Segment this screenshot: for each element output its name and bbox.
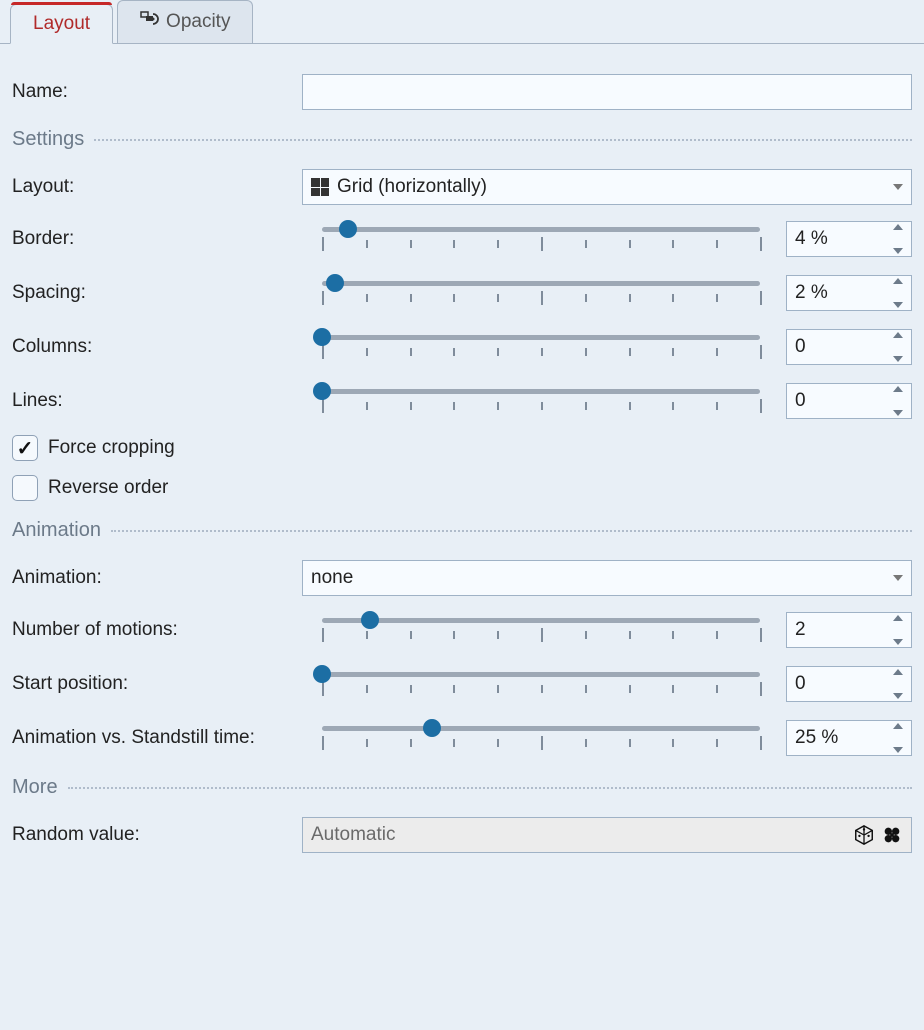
spin-up-icon[interactable] [893, 332, 903, 338]
spin-down-icon[interactable] [893, 248, 903, 254]
chevron-down-icon [893, 184, 903, 190]
tab-layout-label: Layout [33, 13, 90, 35]
lines-slider[interactable] [312, 381, 770, 421]
reverse-order-checkbox[interactable] [12, 475, 38, 501]
lines-value: 0 [795, 390, 806, 412]
animvs-value: 25 % [795, 727, 838, 749]
border-spinner[interactable]: 4 % [786, 221, 912, 257]
motions-slider[interactable] [312, 610, 770, 650]
spin-down-icon[interactable] [893, 410, 903, 416]
spin-up-icon[interactable] [893, 669, 903, 675]
lines-label: Lines: [12, 390, 312, 412]
motions-label: Number of motions: [12, 619, 312, 641]
columns-slider[interactable] [312, 327, 770, 367]
layout-select[interactable]: Grid (horizontally) [302, 169, 912, 205]
animvs-slider[interactable] [312, 718, 770, 758]
spin-up-icon[interactable] [893, 278, 903, 284]
spin-up-icon[interactable] [893, 615, 903, 621]
spin-up-icon[interactable] [893, 224, 903, 230]
spacing-spinner[interactable]: 2 % [786, 275, 912, 311]
border-value: 4 % [795, 228, 828, 250]
border-row: Border: 4 % [12, 219, 912, 259]
force-cropping-label: Force cropping [48, 437, 175, 459]
chevron-down-icon [893, 575, 903, 581]
lines-spinner[interactable]: 0 [786, 383, 912, 419]
tab-layout[interactable]: Layout [10, 4, 113, 44]
clover-icon[interactable] [881, 824, 903, 846]
lines-row: Lines: 0 [12, 381, 912, 421]
animation-select[interactable]: none [302, 560, 912, 596]
columns-row: Columns: 0 [12, 327, 912, 367]
section-settings-label: Settings [12, 128, 84, 151]
layout-label: Layout: [12, 176, 302, 198]
section-animation-label: Animation [12, 519, 101, 542]
divider [94, 139, 912, 141]
layout-select-value: Grid (horizontally) [337, 176, 487, 198]
spacing-row: Spacing: 2 % [12, 273, 912, 313]
startpos-value: 0 [795, 673, 806, 695]
name-input[interactable] [302, 74, 912, 110]
spin-down-icon[interactable] [893, 693, 903, 699]
spacing-slider[interactable] [312, 273, 770, 313]
dice-icon[interactable] [853, 824, 875, 846]
slider-thumb[interactable] [313, 328, 331, 346]
spacing-value: 2 % [795, 282, 828, 304]
section-more-label: More [12, 776, 58, 799]
motions-value: 2 [795, 619, 806, 641]
startpos-label: Start position: [12, 673, 312, 695]
spin-down-icon[interactable] [893, 302, 903, 308]
startpos-spinner[interactable]: 0 [786, 666, 912, 702]
name-label: Name: [12, 81, 302, 103]
spin-down-icon[interactable] [893, 356, 903, 362]
columns-spinner[interactable]: 0 [786, 329, 912, 365]
random-label: Random value: [12, 824, 302, 846]
motions-spinner[interactable]: 2 [786, 612, 912, 648]
motions-row: Number of motions: 2 [12, 610, 912, 650]
animvs-row: Animation vs. Standstill time: 25 % [12, 718, 912, 758]
slider-thumb[interactable] [361, 611, 379, 629]
spacing-label: Spacing: [12, 282, 312, 304]
animvs-label: Animation vs. Standstill time: [12, 727, 312, 749]
startpos-row: Start position: 0 [12, 664, 912, 704]
animation-label: Animation: [12, 567, 302, 589]
random-value-text: Automatic [311, 824, 395, 846]
grid-icon [311, 178, 329, 196]
slider-thumb[interactable] [423, 719, 441, 737]
slider-thumb[interactable] [313, 665, 331, 683]
spin-down-icon[interactable] [893, 639, 903, 645]
startpos-slider[interactable] [312, 664, 770, 704]
tab-bar: Layout Opacity [0, 0, 924, 44]
opacity-icon [140, 9, 160, 35]
slider-thumb[interactable] [326, 274, 344, 292]
columns-label: Columns: [12, 336, 312, 358]
tab-opacity[interactable]: Opacity [117, 0, 253, 43]
spin-down-icon[interactable] [893, 747, 903, 753]
slider-thumb[interactable] [313, 382, 331, 400]
divider [111, 530, 912, 532]
spin-up-icon[interactable] [893, 386, 903, 392]
slider-thumb[interactable] [339, 220, 357, 238]
divider [68, 787, 912, 789]
animvs-spinner[interactable]: 25 % [786, 720, 912, 756]
columns-value: 0 [795, 336, 806, 358]
animation-select-value: none [311, 567, 353, 589]
border-slider[interactable] [312, 219, 770, 259]
border-label: Border: [12, 228, 312, 250]
spin-up-icon[interactable] [893, 723, 903, 729]
random-value-field[interactable]: Automatic [302, 817, 912, 853]
force-cropping-checkbox[interactable] [12, 435, 38, 461]
reverse-order-label: Reverse order [48, 477, 168, 499]
tab-opacity-label: Opacity [166, 11, 230, 33]
